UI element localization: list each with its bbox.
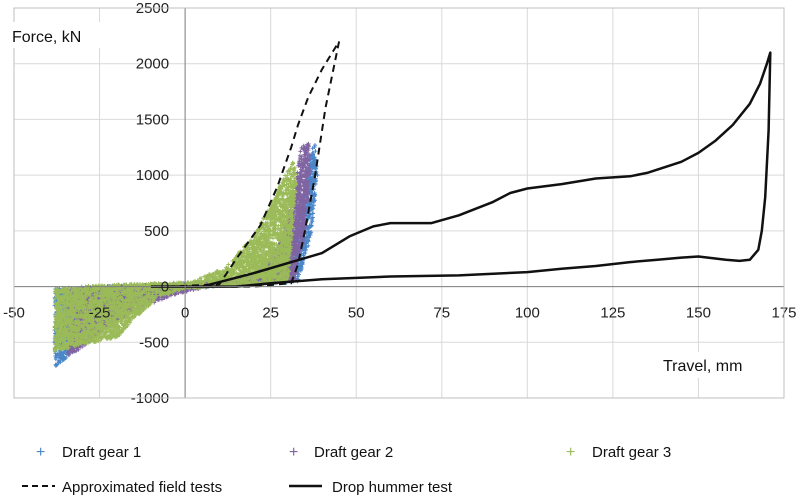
data-point <box>55 362 60 367</box>
data-point <box>58 360 63 365</box>
data-markers <box>52 141 320 368</box>
data-point <box>64 355 69 360</box>
data-point <box>54 362 59 367</box>
